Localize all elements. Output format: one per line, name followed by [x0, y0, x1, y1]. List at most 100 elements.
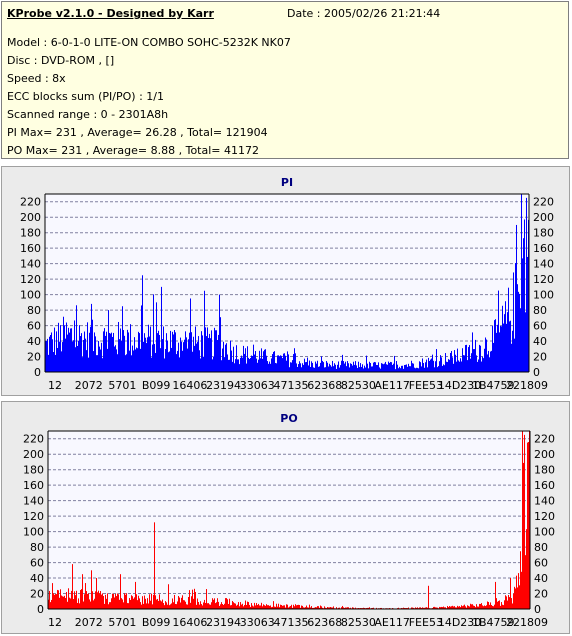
data-bar [100, 591, 101, 609]
data-bar [515, 263, 516, 372]
data-bar [206, 336, 207, 372]
scanned-range-line: Scanned range : 0 - 2301A8h [7, 108, 169, 121]
data-bar [114, 597, 115, 609]
data-bar [57, 347, 58, 372]
x-tick-label: 221809 [506, 379, 548, 392]
data-bar [194, 588, 195, 609]
data-bar [342, 605, 343, 609]
data-bar [199, 350, 200, 372]
data-bar [411, 360, 412, 372]
data-bar [447, 605, 448, 609]
data-bar [328, 607, 329, 609]
data-bar [150, 326, 151, 372]
data-bar [308, 365, 309, 372]
data-bar [93, 600, 94, 609]
data-bar [177, 350, 178, 372]
data-bar [333, 366, 334, 372]
data-bar [324, 606, 325, 609]
data-bar [134, 597, 135, 609]
y-tick-label: 200 [23, 448, 44, 461]
data-bar [48, 354, 49, 372]
data-bar [276, 603, 277, 609]
data-bar [427, 367, 428, 372]
data-bar [82, 357, 83, 372]
data-bar [121, 340, 122, 372]
x-tick-label: AE117 [374, 379, 409, 392]
data-bar [271, 358, 272, 372]
data-bar [61, 351, 62, 372]
data-bar [507, 312, 508, 372]
data-bar [109, 332, 110, 372]
data-bar [319, 366, 320, 372]
data-bar [489, 357, 490, 372]
data-bar [411, 607, 412, 609]
data-bar [359, 367, 360, 372]
data-bar [329, 607, 330, 609]
y-tick-label: 40 [30, 572, 44, 585]
data-bar [116, 596, 117, 609]
data-bar [51, 599, 52, 609]
data-bar [212, 598, 213, 609]
data-bar [132, 596, 133, 609]
data-bar [194, 345, 195, 372]
x-tick-label: 33063 [240, 379, 275, 392]
data-bar [76, 590, 77, 609]
data-bar [436, 349, 437, 372]
data-bar [512, 603, 513, 609]
data-bar [427, 607, 428, 609]
data-bar [389, 362, 390, 372]
data-bar [239, 364, 240, 372]
y-tick-label: 140 [23, 495, 44, 508]
data-bar [159, 594, 160, 609]
x-tick-label: 62368 [307, 616, 342, 629]
data-bar [325, 607, 326, 609]
data-bar [250, 606, 251, 609]
data-bar [165, 349, 166, 372]
data-bar [494, 604, 495, 609]
data-bar [135, 581, 136, 609]
data-bar [46, 340, 47, 372]
data-bar [105, 335, 106, 372]
data-bar [482, 605, 483, 609]
data-bar [448, 607, 449, 609]
data-bar [355, 361, 356, 372]
data-bar [408, 363, 409, 372]
data-bar [457, 605, 458, 609]
data-bar [220, 604, 221, 609]
data-bar [513, 272, 514, 372]
data-bar [244, 605, 245, 609]
data-bar [224, 357, 225, 372]
data-bar [183, 600, 184, 609]
data-bar [217, 340, 218, 372]
data-bar [166, 602, 167, 609]
data-bar [365, 367, 366, 372]
data-bar [142, 596, 143, 609]
bar-series [45, 194, 529, 372]
data-bar [151, 357, 152, 372]
data-bar [262, 358, 263, 372]
data-bar [372, 607, 373, 609]
data-bar [497, 324, 498, 372]
data-bar [490, 602, 491, 609]
data-bar [154, 344, 155, 372]
data-bar [361, 366, 362, 372]
data-bar [485, 337, 486, 372]
data-bar [64, 595, 65, 609]
data-bar [284, 605, 285, 609]
y-tick-label-right: 220 [533, 196, 554, 209]
y-tick-label-right: 120 [534, 510, 555, 523]
data-bar [523, 462, 524, 609]
data-bar [241, 355, 242, 372]
data-bar [468, 605, 469, 609]
data-bar [307, 607, 308, 609]
data-bar [433, 606, 434, 609]
data-bar [124, 593, 125, 609]
data-bar [214, 598, 215, 609]
data-bar [112, 336, 113, 372]
data-bar [497, 601, 498, 609]
data-bar [80, 590, 81, 609]
data-bar [191, 332, 192, 372]
data-bar [87, 593, 88, 609]
data-bar [254, 602, 255, 609]
data-bar [445, 353, 446, 372]
